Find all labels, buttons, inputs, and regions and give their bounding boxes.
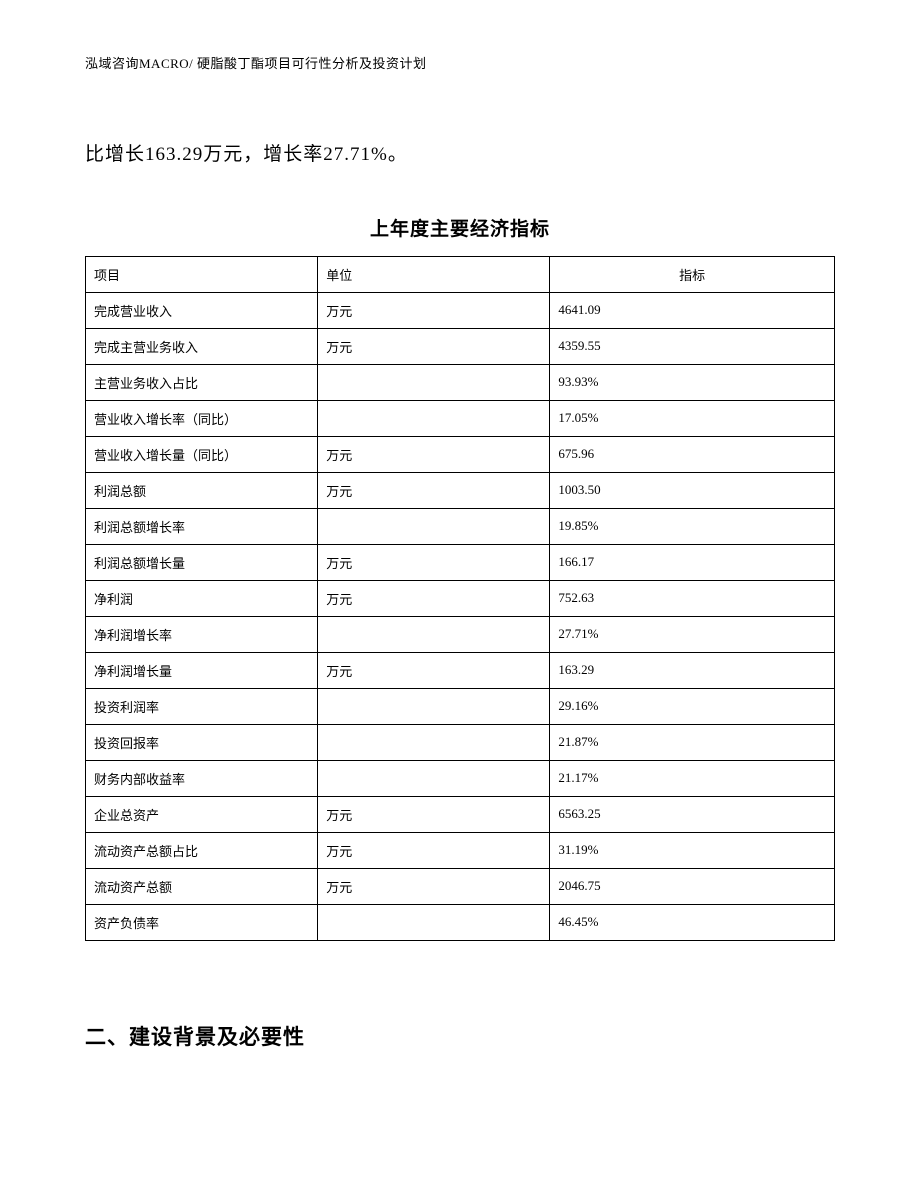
cell-value: 4641.09: [550, 292, 835, 328]
cell-unit: [318, 724, 550, 760]
table-title: 上年度主要经济指标: [85, 214, 835, 241]
cell-unit: 万元: [318, 868, 550, 904]
table-header-row: 项目 单位 指标: [86, 256, 835, 292]
table-row: 利润总额增长量万元166.17: [86, 544, 835, 580]
cell-value: 93.93%: [550, 364, 835, 400]
table-row: 投资利润率 29.16%: [86, 688, 835, 724]
section-heading: 二、建设背景及必要性: [85, 1021, 835, 1051]
cell-unit: 万元: [318, 832, 550, 868]
cell-unit: [318, 760, 550, 796]
cell-value: 163.29: [550, 652, 835, 688]
cell-unit: 万元: [318, 544, 550, 580]
table-row: 营业收入增长率（同比） 17.05%: [86, 400, 835, 436]
table-row: 利润总额万元1003.50: [86, 472, 835, 508]
cell-item: 流动资产总额占比: [86, 832, 318, 868]
cell-item: 投资回报率: [86, 724, 318, 760]
col-header-unit: 单位: [318, 256, 550, 292]
table-row: 流动资产总额万元2046.75: [86, 868, 835, 904]
cell-item: 企业总资产: [86, 796, 318, 832]
table-row: 净利润万元752.63: [86, 580, 835, 616]
cell-value: 17.05%: [550, 400, 835, 436]
cell-item: 净利润增长率: [86, 616, 318, 652]
cell-item: 利润总额增长量: [86, 544, 318, 580]
cell-value: 2046.75: [550, 868, 835, 904]
cell-item: 完成主营业务收入: [86, 328, 318, 364]
table-row: 资产负债率 46.45%: [86, 904, 835, 940]
cell-value: 752.63: [550, 580, 835, 616]
cell-value: 46.45%: [550, 904, 835, 940]
cell-item: 完成营业收入: [86, 292, 318, 328]
table-row: 投资回报率 21.87%: [86, 724, 835, 760]
col-header-value: 指标: [550, 256, 835, 292]
table-row: 营业收入增长量（同比）万元675.96: [86, 436, 835, 472]
cell-value: 21.17%: [550, 760, 835, 796]
cell-value: 1003.50: [550, 472, 835, 508]
table-row: 企业总资产万元6563.25: [86, 796, 835, 832]
cell-value: 21.87%: [550, 724, 835, 760]
cell-value: 675.96: [550, 436, 835, 472]
economics-table: 项目 单位 指标 完成营业收入万元4641.09完成主营业务收入万元4359.5…: [85, 256, 835, 941]
cell-item: 净利润: [86, 580, 318, 616]
cell-unit: [318, 400, 550, 436]
table-row: 财务内部收益率 21.17%: [86, 760, 835, 796]
cell-item: 利润总额: [86, 472, 318, 508]
cell-item: 流动资产总额: [86, 868, 318, 904]
body-paragraph: 比增长163.29万元，增长率27.71%。: [85, 134, 835, 176]
cell-item: 营业收入增长率（同比）: [86, 400, 318, 436]
table-row: 净利润增长率 27.71%: [86, 616, 835, 652]
table-row: 净利润增长量万元163.29: [86, 652, 835, 688]
cell-value: 4359.55: [550, 328, 835, 364]
cell-item: 投资利润率: [86, 688, 318, 724]
table-row: 完成主营业务收入万元4359.55: [86, 328, 835, 364]
cell-value: 27.71%: [550, 616, 835, 652]
cell-unit: 万元: [318, 328, 550, 364]
cell-item: 净利润增长量: [86, 652, 318, 688]
col-header-item: 项目: [86, 256, 318, 292]
cell-value: 166.17: [550, 544, 835, 580]
table-row: 利润总额增长率 19.85%: [86, 508, 835, 544]
cell-unit: 万元: [318, 292, 550, 328]
cell-unit: [318, 904, 550, 940]
cell-item: 利润总额增长率: [86, 508, 318, 544]
table-body: 完成营业收入万元4641.09完成主营业务收入万元4359.55主营业务收入占比…: [86, 292, 835, 940]
cell-unit: [318, 364, 550, 400]
table-row: 完成营业收入万元4641.09: [86, 292, 835, 328]
cell-value: 6563.25: [550, 796, 835, 832]
cell-unit: 万元: [318, 652, 550, 688]
cell-value: 31.19%: [550, 832, 835, 868]
table-row: 主营业务收入占比 93.93%: [86, 364, 835, 400]
page-header: 泓域咨询MACRO/ 硬脂酸丁酯项目可行性分析及投资计划: [85, 53, 835, 72]
cell-item: 资产负债率: [86, 904, 318, 940]
table-row: 流动资产总额占比万元31.19%: [86, 832, 835, 868]
cell-item: 主营业务收入占比: [86, 364, 318, 400]
cell-unit: 万元: [318, 436, 550, 472]
cell-unit: [318, 616, 550, 652]
cell-item: 营业收入增长量（同比）: [86, 436, 318, 472]
cell-value: 19.85%: [550, 508, 835, 544]
cell-item: 财务内部收益率: [86, 760, 318, 796]
cell-unit: 万元: [318, 796, 550, 832]
cell-unit: [318, 508, 550, 544]
cell-unit: 万元: [318, 580, 550, 616]
cell-value: 29.16%: [550, 688, 835, 724]
cell-unit: [318, 688, 550, 724]
cell-unit: 万元: [318, 472, 550, 508]
